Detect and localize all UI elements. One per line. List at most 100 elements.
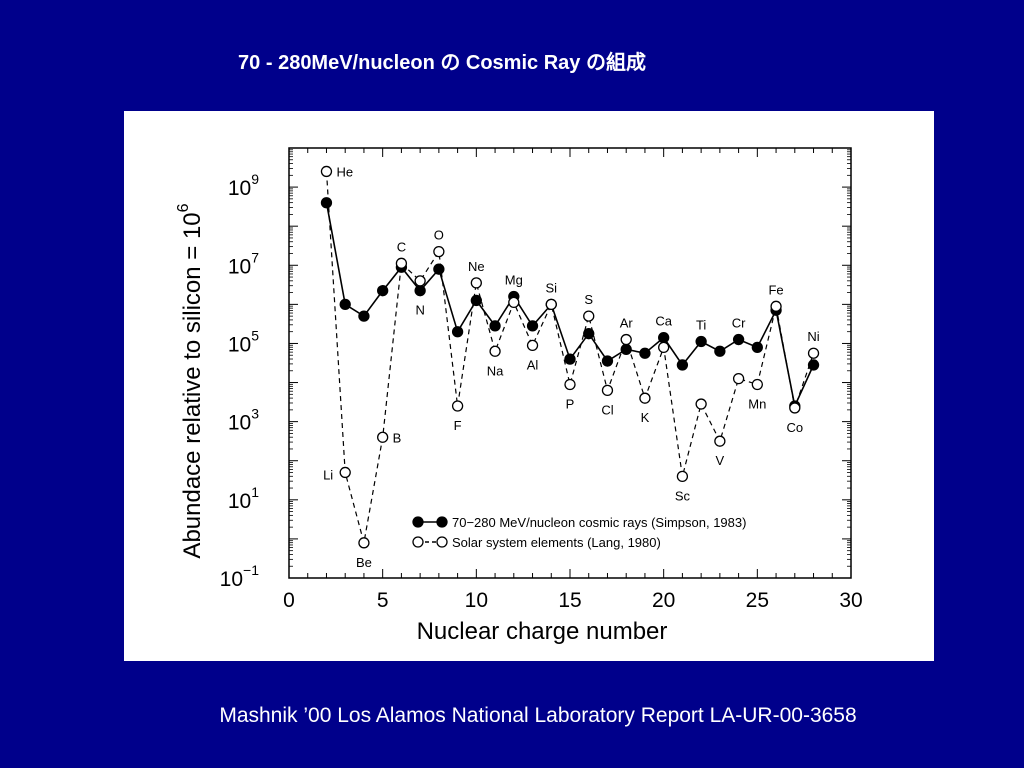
solar-point <box>358 537 370 549</box>
element-label-cr: Cr <box>732 316 746 331</box>
cosmic-ray-point <box>414 285 426 297</box>
x-tick-label: 25 <box>746 589 769 612</box>
element-label-si: Si <box>545 280 557 295</box>
y-tick-base: 10 <box>228 333 251 356</box>
axis-ticks <box>288 147 852 579</box>
cosmic-ray-point <box>695 335 707 348</box>
cosmic-ray-point <box>732 333 745 346</box>
solar-point <box>770 300 782 312</box>
x-tick-label: 15 <box>558 589 581 612</box>
solar-point <box>433 245 445 258</box>
chart-panel: 0 5 10 15 20 25 30 109 107 105 103 101 10−1 He Li Be B… <box>124 111 934 661</box>
element-label-co: Co <box>786 420 803 435</box>
element-label-ca: Ca <box>655 314 672 329</box>
solar-point <box>508 296 520 309</box>
cosmic-ray-point <box>377 285 389 297</box>
legend: 70−280 MeV/nucleon cosmic rays (Simpson,… <box>412 515 746 550</box>
cosmic-ray-point <box>320 197 333 209</box>
solar-point <box>526 339 539 352</box>
legend-marker <box>412 516 424 528</box>
element-label-v: V <box>716 453 725 468</box>
solar-point <box>714 435 726 447</box>
element-label-o: O <box>434 228 444 243</box>
cosmic-ray-point <box>489 320 501 332</box>
solar-point <box>377 431 389 443</box>
element-label-ar: Ar <box>620 316 634 331</box>
element-label-cl: Cl <box>601 402 613 417</box>
cosmic-ray-point <box>433 263 445 275</box>
solar-point <box>620 333 632 346</box>
legend-marker <box>436 516 448 528</box>
solar-system-line <box>325 171 815 543</box>
solar-point <box>320 165 333 178</box>
solar-point <box>451 400 464 412</box>
legend-item: 70−280 MeV/nucleon cosmic rays (Simpson,… <box>412 515 746 530</box>
cosmic-ray-point <box>658 331 670 344</box>
x-tick-label: 10 <box>465 589 488 612</box>
series-solar-system <box>320 165 820 549</box>
element-label-n: N <box>415 303 424 318</box>
y-axis-title-base: Abundace relative to silicon = 10 <box>179 212 206 558</box>
y-tick-label: 101 <box>228 484 259 513</box>
element-label-s: S <box>584 292 593 307</box>
solar-point <box>489 345 501 357</box>
element-label-na: Na <box>487 363 504 378</box>
series-layer <box>320 165 820 549</box>
element-label-p: P <box>566 397 575 412</box>
citation-caption: Mashnik ’00 Los Alamos National Laborato… <box>219 704 857 727</box>
legend-marker <box>436 536 448 548</box>
slide-title: 70 - 280MeV/nucleon の Cosmic Ray の組成 <box>238 52 646 74</box>
x-tick-labels: 0 5 10 15 20 25 30 <box>283 589 863 612</box>
solar-point <box>807 347 820 359</box>
element-label-ti: Ti <box>696 318 706 333</box>
solar-point <box>695 398 707 410</box>
legend-label: Solar system elements (Lang, 1980) <box>452 535 661 550</box>
solar-point <box>676 470 689 483</box>
solar-point <box>545 298 557 311</box>
element-label-c: C <box>397 239 406 254</box>
solar-point <box>583 310 595 322</box>
legend-item: Solar system elements (Lang, 1980) <box>412 535 661 550</box>
legend-label: 70−280 MeV/nucleon cosmic rays (Simpson,… <box>452 515 746 530</box>
cosmic-ray-point <box>601 355 614 367</box>
element-label-be: Be <box>356 555 372 570</box>
y-tick-exponent: −1 <box>243 562 259 578</box>
solar-point <box>732 372 745 385</box>
y-tick-exponent: 9 <box>251 171 259 187</box>
element-label-al: Al <box>527 357 539 372</box>
element-label-mg: Mg <box>505 273 523 288</box>
element-label-li: Li <box>323 467 333 482</box>
solar-point <box>564 378 576 391</box>
cosmic-ray-point <box>564 353 576 365</box>
x-tick-label: 5 <box>377 589 389 612</box>
solar-point <box>601 384 614 397</box>
y-axis-title: Abundace relative to silicon = 106 <box>175 203 206 558</box>
y-tick-base: 10 <box>220 568 243 591</box>
y-tick-exponent: 3 <box>251 406 259 422</box>
y-tick-base: 10 <box>228 255 251 278</box>
solar-point <box>339 466 351 479</box>
solar-point <box>789 402 801 414</box>
solar-point <box>414 275 426 287</box>
x-tick-label: 0 <box>283 589 295 612</box>
solar-point <box>395 257 408 269</box>
element-label-he: He <box>336 164 353 179</box>
cosmic-ray-point <box>751 341 763 354</box>
cosmic-ray-point <box>339 298 351 311</box>
y-tick-exponent: 7 <box>251 249 259 265</box>
y-tick-label: 109 <box>228 171 259 200</box>
solar-point <box>470 277 482 289</box>
element-label-k: K <box>641 410 650 425</box>
y-tick-label: 10−1 <box>220 562 260 591</box>
element-labels: He Li Be B C N O F Ne Na Mg Al Si P S Cl Ar K Ca Sc Ti V Cr Mn F… <box>323 164 820 569</box>
cosmic-ray-point <box>526 320 539 332</box>
x-axis-title: Nuclear charge number <box>417 618 668 645</box>
y-tick-exponent: 5 <box>251 327 259 343</box>
cosmic-ray-point <box>639 347 651 359</box>
element-label-fe: Fe <box>768 282 783 297</box>
element-label-sc: Sc <box>675 488 691 503</box>
element-label-ne: Ne <box>468 259 485 274</box>
y-tick-label: 103 <box>228 406 259 435</box>
